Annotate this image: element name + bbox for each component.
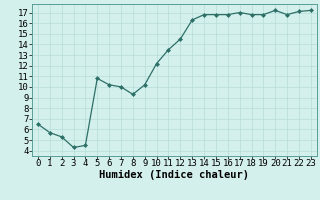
- X-axis label: Humidex (Indice chaleur): Humidex (Indice chaleur): [100, 170, 249, 180]
